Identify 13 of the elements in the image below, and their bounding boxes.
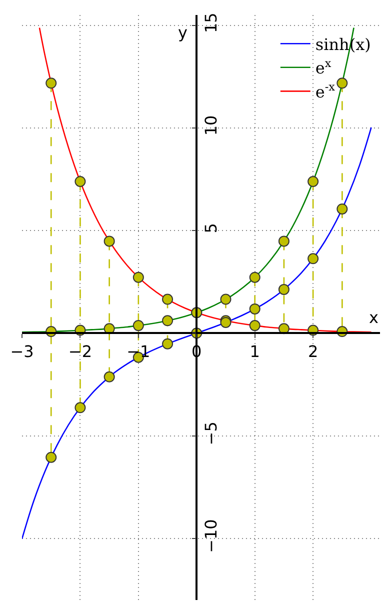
- x-tick-label: 2: [308, 342, 318, 362]
- legend-label: e$^{-x}$: [315, 80, 336, 102]
- y-axis-title: y: [178, 23, 188, 42]
- legend-label: e$^{x}$: [315, 56, 332, 78]
- x-axis-title: x: [369, 308, 378, 327]
- x-tick-label: −3: [10, 342, 34, 362]
- y-tick-label: 5: [202, 223, 221, 234]
- y-tick-label: −10: [202, 519, 221, 553]
- x-tick-label: 1: [250, 342, 260, 362]
- y-tick-label: 10: [202, 115, 221, 136]
- y-tick-label: −5: [202, 422, 221, 446]
- x-tick-label: −2: [68, 342, 92, 362]
- y-tick-label: 15: [202, 12, 221, 34]
